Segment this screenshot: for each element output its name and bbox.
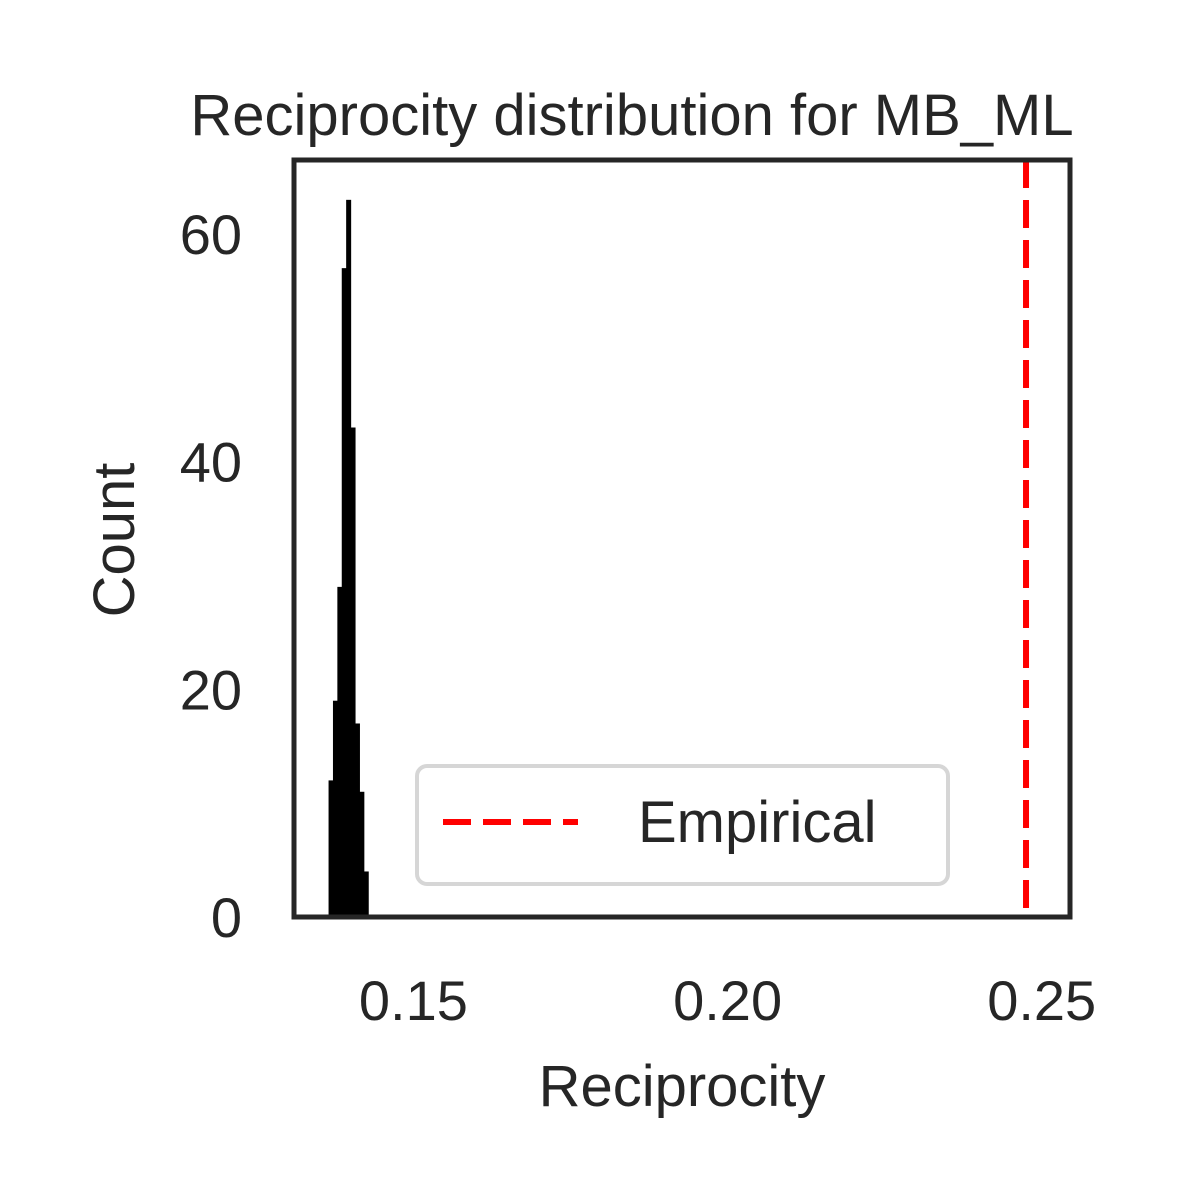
histogram-bar-3 <box>341 268 347 917</box>
chart-title: Reciprocity distribution for MB_ML <box>190 83 1073 148</box>
y-tick-label-0: 0 <box>211 886 242 949</box>
plot-frame <box>291 157 1073 920</box>
x-tick-label-1: 0.20 <box>673 969 782 1032</box>
histogram-bar-1 <box>332 700 338 917</box>
x-axis-label: Reciprocity <box>539 1054 826 1119</box>
y-tick-label-3: 60 <box>180 203 242 266</box>
histogram-bar-6 <box>354 723 360 917</box>
x-axis-ticks: 0.15 0.20 0.25 <box>359 969 1096 1032</box>
histogram-bar-0 <box>328 780 334 917</box>
legend-label-empirical: Empirical <box>638 790 877 855</box>
y-tick-label-2: 40 <box>180 431 242 494</box>
histogram-bar-4 <box>346 199 352 918</box>
legend-box <box>415 764 950 886</box>
legend: Empirical <box>415 764 950 886</box>
histogram-bar-8 <box>363 871 369 917</box>
x-tick-label-0: 0.15 <box>359 969 468 1032</box>
y-axis-ticks: 0 20 40 60 <box>180 203 242 949</box>
y-axis-label: Count <box>82 463 147 618</box>
x-tick-label-2: 0.25 <box>987 969 1096 1032</box>
histogram-bar-5 <box>350 427 356 917</box>
histogram-bars <box>328 199 369 918</box>
histogram-bar-2 <box>337 586 343 917</box>
histogram-bar-7 <box>359 791 365 917</box>
y-tick-label-1: 20 <box>180 658 242 721</box>
